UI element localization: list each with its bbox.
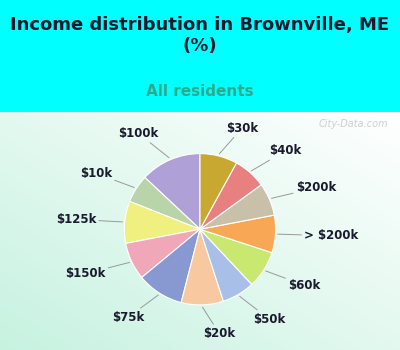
Wedge shape	[200, 154, 236, 229]
Text: All residents: All residents	[146, 84, 254, 99]
Text: > $200k: > $200k	[278, 229, 358, 242]
Text: $20k: $20k	[202, 307, 236, 340]
Wedge shape	[130, 177, 200, 229]
Wedge shape	[200, 215, 276, 253]
Text: Income distribution in Brownville, ME
(%): Income distribution in Brownville, ME (%…	[10, 16, 390, 55]
Wedge shape	[200, 163, 261, 229]
Wedge shape	[126, 229, 200, 278]
Text: $200k: $200k	[272, 181, 336, 198]
Text: $50k: $50k	[240, 296, 285, 326]
Wedge shape	[200, 229, 272, 285]
Text: $75k: $75k	[112, 295, 158, 324]
Text: $30k: $30k	[219, 122, 258, 154]
Wedge shape	[200, 185, 274, 229]
Text: $100k: $100k	[118, 127, 169, 158]
Text: $10k: $10k	[80, 167, 134, 188]
Wedge shape	[181, 229, 223, 305]
Text: $40k: $40k	[252, 145, 301, 171]
Wedge shape	[145, 154, 200, 229]
Text: $60k: $60k	[266, 271, 320, 292]
Text: City-Data.com: City-Data.com	[318, 119, 388, 129]
Wedge shape	[124, 201, 200, 243]
Wedge shape	[200, 229, 252, 301]
Text: $150k: $150k	[65, 262, 130, 280]
Wedge shape	[142, 229, 200, 302]
Text: $125k: $125k	[56, 213, 122, 226]
